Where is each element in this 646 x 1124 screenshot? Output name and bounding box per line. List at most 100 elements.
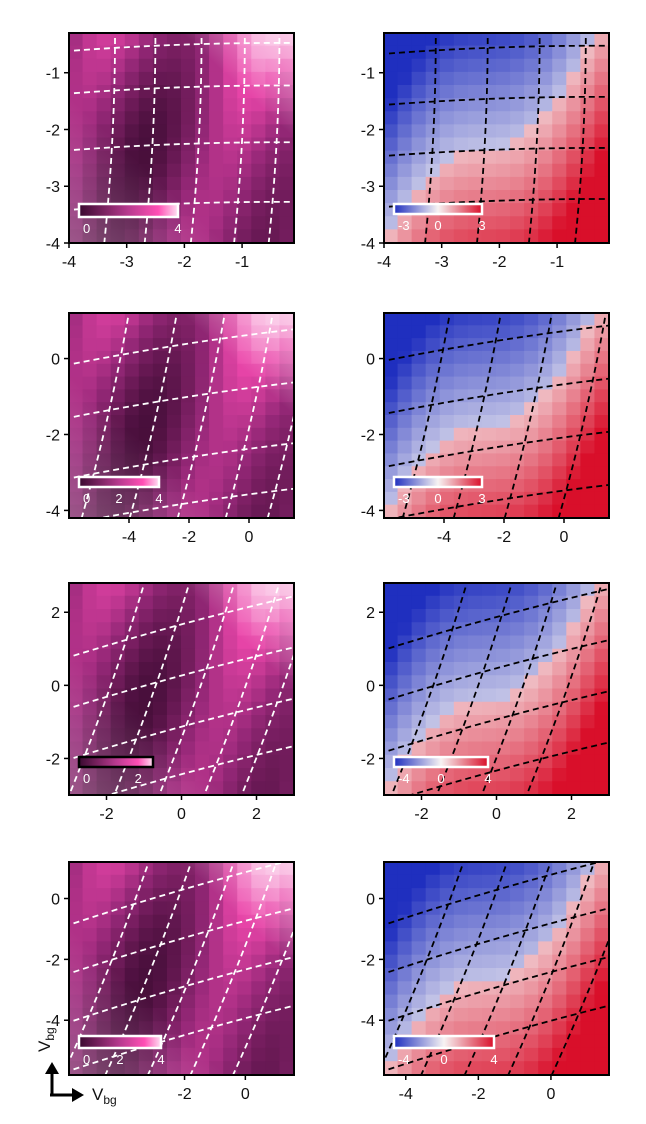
heatmap-cell [566, 216, 582, 231]
heatmap-cell [580, 453, 596, 468]
heatmap-cell [552, 376, 568, 391]
heatmap-cell [496, 479, 512, 493]
heatmap-cell [411, 58, 427, 73]
heatmap-cell [538, 203, 554, 218]
heatmap-cell [439, 389, 455, 404]
heatmap-cell [425, 325, 441, 340]
heatmap-cell [566, 1021, 582, 1036]
heatmap-cell [580, 325, 596, 340]
heatmap-cell [538, 45, 554, 60]
overlay-line-horizontal [384, 639, 609, 702]
heatmap-cell [496, 888, 512, 903]
heatmap-cell [566, 150, 582, 165]
heatmap-cell [384, 350, 399, 365]
heatmap-cell [594, 415, 609, 429]
y-tick-label: -3 [361, 179, 375, 196]
heatmap-cell [552, 453, 568, 468]
x-tick-label: -4 [62, 254, 76, 271]
heatmap-cell [384, 862, 399, 876]
heatmap-cell [594, 33, 609, 47]
heatmap-cell [538, 888, 554, 903]
heatmap-cell [552, 45, 568, 60]
heatmap-cell [384, 163, 399, 178]
heatmap-cell [439, 440, 455, 455]
heatmap-cell [496, 583, 512, 597]
heatmap-cell [552, 1021, 568, 1036]
overlay-line-vertical [176, 313, 226, 518]
heatmap-cell [467, 741, 483, 756]
heatmap-cell [453, 622, 469, 637]
heatmap-cell [467, 715, 483, 730]
heatmap-cell [566, 901, 582, 916]
heatmap-cell [580, 754, 596, 769]
heatmap-cell [467, 648, 483, 663]
heatmap-cell [580, 648, 596, 663]
heatmap-cell [580, 928, 596, 943]
heatmap-cell [580, 216, 596, 231]
heatmap-cell [538, 1034, 554, 1049]
heatmap-cell [453, 376, 469, 391]
heatmap-cell [594, 728, 609, 743]
heatmap-cell [384, 389, 399, 404]
heatmap-cell [566, 45, 582, 60]
heatmap-cell [510, 1021, 526, 1036]
heatmap-cell [411, 981, 427, 996]
heatmap-cell [453, 190, 469, 205]
heatmap-cell [384, 504, 399, 518]
heatmap-cell [397, 981, 413, 996]
heatmap-cell [397, 376, 413, 391]
heatmap-cell [580, 479, 596, 493]
heatmap-cell [524, 994, 540, 1009]
heatmap-cell [425, 427, 441, 442]
heatmap-cell [467, 622, 483, 637]
heatmap-cell [453, 954, 469, 969]
heatmap-cell [496, 71, 512, 86]
heatmap-cell [552, 754, 568, 769]
colorbar-tick-label: 0 [437, 771, 444, 786]
y-tick-label: -2 [46, 952, 60, 969]
heatmap-cell [524, 190, 540, 205]
heatmap-cell [580, 363, 596, 378]
heatmap-cell [411, 1007, 427, 1023]
heatmap-cell [594, 203, 609, 218]
heatmap-cell [439, 229, 455, 243]
heatmap-cell [453, 85, 469, 100]
heatmap-cell [411, 901, 427, 916]
heatmap-cell [411, 427, 427, 442]
heatmap-cell [496, 350, 512, 365]
heatmap-cell [397, 595, 413, 610]
heatmap-cell [481, 648, 497, 663]
heatmap-cell [552, 583, 568, 597]
heatmap-cell [552, 968, 568, 983]
heatmap-cell [453, 781, 469, 795]
heatmap-cell [552, 190, 568, 205]
heatmap-cell [384, 427, 399, 442]
heatmap-cell [538, 701, 554, 716]
heatmap-cell [397, 71, 413, 86]
heatmap-cell [566, 928, 582, 943]
colorbar [392, 475, 484, 489]
heatmap-cell [439, 150, 455, 165]
heatmap-cell [439, 1061, 455, 1075]
heatmap-cell [524, 609, 540, 624]
colorbar-tick-label: 3 [478, 218, 485, 233]
heatmap-cell [384, 954, 399, 969]
heatmap-cell [594, 609, 609, 624]
heatmap-cell [496, 741, 512, 756]
axis-direction-indicator: Vbg Vbg [35, 1027, 117, 1107]
heatmap-cell [594, 440, 609, 455]
heatmap-cell [580, 662, 596, 677]
overlay-line-vertical [266, 411, 294, 518]
chart-panel-2: -4 -3 -2 -1 -4 -3 -2 -1 -3 0 3 [361, 32, 610, 271]
heatmap-cell [453, 888, 469, 903]
heatmap-cell [496, 45, 512, 60]
heatmap-cell [524, 888, 540, 903]
heatmap-cell [467, 389, 483, 404]
heatmap-cell [524, 415, 540, 429]
overlay-line-vertical [435, 583, 513, 795]
overlay-line-vertical [189, 33, 203, 243]
heatmap-cell [425, 98, 441, 113]
overlay-line-vertical [550, 936, 609, 1075]
heatmap-cell [397, 954, 413, 969]
heatmap-cell [384, 71, 399, 86]
